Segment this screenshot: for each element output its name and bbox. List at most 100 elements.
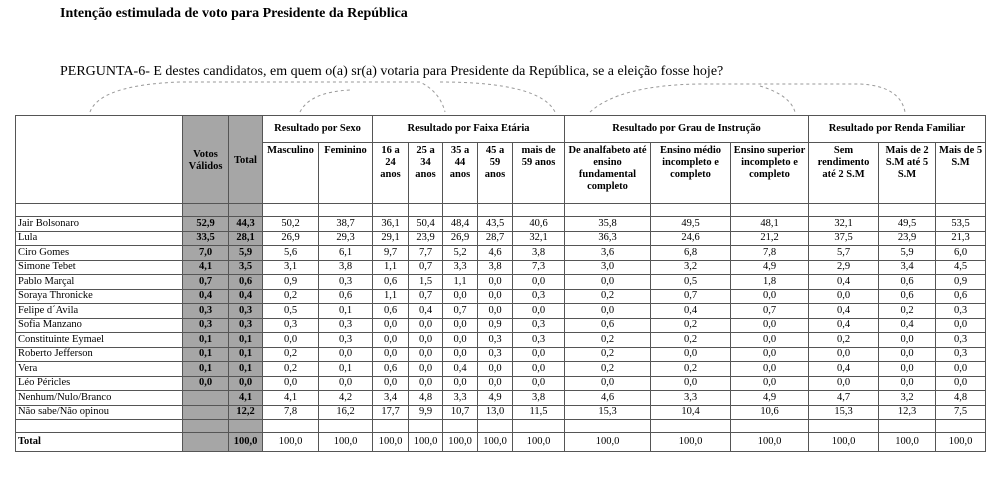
cell: 5,7 <box>808 245 880 261</box>
row-label: Simone Tebet <box>15 259 183 275</box>
row-label: Felipe d´Avila <box>15 303 183 319</box>
cell: 0,0 <box>228 375 263 391</box>
cell: 0,0 <box>730 375 810 391</box>
cell: 0,2 <box>564 361 652 377</box>
column-header: Masculino <box>262 142 319 204</box>
row-label: Nenhum/Nulo/Branco <box>15 390 183 406</box>
cell: 3,4 <box>878 259 937 275</box>
cell: 0,0 <box>317 375 374 391</box>
cell: 0,2 <box>878 303 937 319</box>
cell: 0,2 <box>564 346 652 362</box>
empty-cell <box>372 419 410 433</box>
cell: 0,1 <box>317 361 374 377</box>
cell: 0,6 <box>317 288 374 304</box>
cell: 0,7 <box>730 303 810 319</box>
cell: 3,3 <box>442 259 479 275</box>
cell: 0,0 <box>808 375 880 391</box>
cell: 0,0 <box>730 332 810 348</box>
empty-cell <box>182 203 229 217</box>
cell: 0,7 <box>650 288 732 304</box>
cell: 0,2 <box>564 288 652 304</box>
cell: 3,2 <box>878 390 937 406</box>
cell: 0,0 <box>935 361 987 377</box>
table-row: Soraya Thronicke 0,4 0,4 0,2 0,6 1,1 0,7 0,0 0,0… <box>15 288 987 304</box>
cell: 1,1 <box>372 288 410 304</box>
cell: 29,3 <box>317 230 374 246</box>
cell: 0,4 <box>808 274 880 290</box>
cell: 0,4 <box>878 317 937 333</box>
cell: 4,6 <box>477 245 514 261</box>
cell: 0,0 <box>512 303 566 319</box>
cell: 12,3 <box>878 404 937 420</box>
decoration <box>89 81 906 113</box>
cell: 0,9 <box>262 274 319 290</box>
column-header: De analfabeto até ensino fundamental com… <box>564 142 652 204</box>
cell: 0,0 <box>262 375 319 391</box>
cell: 0,6 <box>372 274 410 290</box>
cell: 100,0 <box>372 432 410 452</box>
cell: 0,3 <box>317 332 374 348</box>
cell: 0,0 <box>372 317 410 333</box>
cell: 0,1 <box>228 346 263 362</box>
empty-cell <box>262 203 319 217</box>
empty-cell <box>477 203 514 217</box>
cell: 32,1 <box>808 216 880 232</box>
cell: 0,2 <box>262 361 319 377</box>
cell: 49,5 <box>878 216 937 232</box>
cell: 29,1 <box>372 230 410 246</box>
cell: 0,1 <box>228 332 263 348</box>
row-label: Soraya Thronicke <box>15 288 183 304</box>
cell: 0,6 <box>878 274 937 290</box>
cell: 4,9 <box>477 390 514 406</box>
cell: 50,2 <box>262 216 319 232</box>
cell: 100,0 <box>564 432 652 452</box>
group-header: Resultado por Sexo <box>261 115 374 143</box>
results-table: Votos Válidos Total Resultado por Sexo Resu… <box>15 115 987 452</box>
empty-cell <box>935 419 987 433</box>
table-row: Sofia Manzano 0,3 0,3 0,3 0,3 0,0 0,0 0,0 0,9 0,3… <box>15 317 987 333</box>
cell: 3,6 <box>564 245 652 261</box>
cell: 2,9 <box>808 259 880 275</box>
cell: 0,0 <box>372 346 410 362</box>
cell: 5,2 <box>442 245 479 261</box>
cell: 100,0 <box>878 432 937 452</box>
cell: 0,7 <box>182 274 229 290</box>
cell: 9,7 <box>372 245 410 261</box>
cell: 0,0 <box>935 317 987 333</box>
row-label: Léo Péricles <box>15 375 183 391</box>
question: PERGUNTA-6- E destes candidatos, em quem… <box>60 64 724 79</box>
cell: 0,0 <box>808 288 880 304</box>
table-row: Jair Bolsonaro 52,9 44,3 50,2 38,7 36,1 50,4 48… <box>15 216 987 232</box>
cell: 15,3 <box>564 404 652 420</box>
cell: 4,2 <box>317 390 374 406</box>
cell: 5,9 <box>878 245 937 261</box>
cell: 4,8 <box>408 390 444 406</box>
empty-cell <box>935 203 987 217</box>
cell: 53,5 <box>935 216 987 232</box>
cell: 4,8 <box>935 390 987 406</box>
cell: 0,6 <box>878 288 937 304</box>
cell: 3,5 <box>228 259 263 275</box>
empty-cell <box>228 203 263 217</box>
dashed-line <box>439 81 556 113</box>
empty-cell <box>317 203 374 217</box>
cell: 0,3 <box>935 303 987 319</box>
cell: 35,8 <box>564 216 652 232</box>
row-label: Ciro Gomes <box>15 245 183 261</box>
column-header: 35 a 44 anos <box>442 142 479 204</box>
cell: 100,0 <box>650 432 732 452</box>
cell: 49,5 <box>650 216 732 232</box>
empty-cell <box>15 203 183 217</box>
cell: 100,0 <box>935 432 987 452</box>
empty-cell <box>408 203 444 217</box>
empty-cell <box>564 419 652 433</box>
table-row: Lula 33,5 28,1 26,9 29,3 29,1 23,9 26,9 28,7 32,1… <box>15 230 987 246</box>
dashed-line <box>299 89 351 113</box>
cell: 48,1 <box>730 216 810 232</box>
cell: 10,4 <box>650 404 732 420</box>
cell: 0,0 <box>730 288 810 304</box>
cell: 40,6 <box>512 216 566 232</box>
cell: 0,3 <box>228 303 263 319</box>
column-header: 16 a 24 anos <box>372 142 410 204</box>
cell: 0,0 <box>935 375 987 391</box>
